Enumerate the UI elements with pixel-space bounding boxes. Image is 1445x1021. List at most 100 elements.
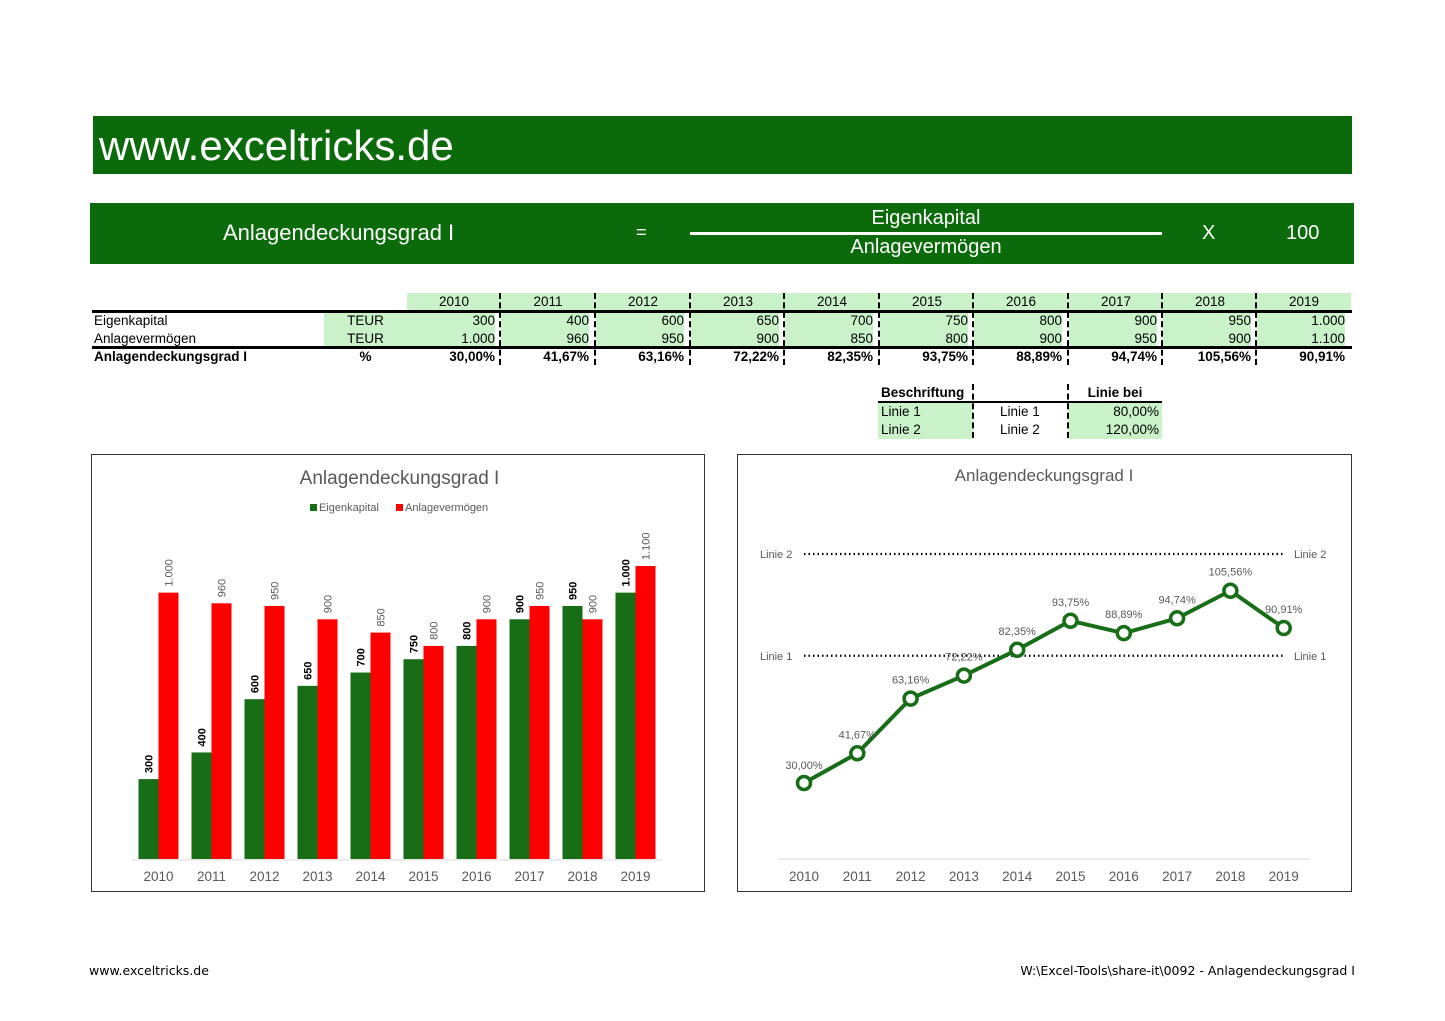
- row-unit: TEUR: [324, 312, 407, 330]
- data-point-marker: [955, 667, 973, 684]
- reference-line-label-right: Linie 2: [1294, 549, 1326, 561]
- point-data-label: 30,00%: [785, 760, 823, 772]
- bar-data-label: 900: [515, 595, 527, 613]
- line-chart: Anlagendeckungsgrad I Linie 1 Linie 1 Linie…: [760, 466, 1326, 884]
- legend-swatch: [310, 504, 317, 511]
- bar-anlagevermoegen: [635, 566, 656, 859]
- lines-rule: [878, 401, 1162, 403]
- table-cell: 90,91%: [1299, 349, 1345, 364]
- x-tick-label: 2014: [1002, 869, 1033, 884]
- x-tick-label: 2011: [843, 869, 872, 884]
- formula-name: Anlagendeckungsgrad I: [223, 220, 455, 245]
- year-header: 2011: [501, 293, 595, 311]
- bar-anlagevermoegen: [476, 619, 497, 859]
- lines-row-name: Linie 1: [878, 403, 973, 421]
- point-data-label: 88,89%: [1105, 609, 1143, 621]
- table-cell: 82,35%: [827, 349, 873, 364]
- year-header: 2017: [1069, 293, 1163, 311]
- bar-data-label: 900: [482, 595, 494, 613]
- row-label: Anlagendeckungsgrad I: [94, 349, 248, 364]
- bar-data-label: 400: [197, 728, 209, 746]
- data-point-marker: [902, 690, 919, 707]
- point-data-label: 63,16%: [892, 675, 930, 687]
- x-tick-label: 2012: [249, 869, 279, 884]
- table-cell: 41,67%: [543, 349, 589, 364]
- formula-bar: Anlagendeckungsgrad I = Eigenkapital Anl…: [90, 203, 1354, 264]
- bar-data-label: 700: [356, 648, 368, 666]
- bar-data-label: 1.000: [621, 559, 633, 587]
- bar-eigenkapital: [562, 605, 583, 859]
- site-banner-text: www.exceltricks.de: [99, 122, 454, 169]
- table-cell: 105,56%: [1197, 349, 1251, 364]
- lines-header-right: Linie bei: [1087, 385, 1143, 400]
- reference-line-label-left: Linie 2: [760, 549, 792, 561]
- column-separator: [1067, 293, 1069, 365]
- column-separator: [1161, 293, 1163, 365]
- bar-data-label: 800: [462, 622, 474, 640]
- x-tick-label: 2017: [514, 869, 544, 884]
- bar-data-label: 650: [303, 662, 315, 680]
- year-header: 2016: [974, 293, 1068, 311]
- legend-swatch: [396, 504, 403, 511]
- data-point-marker: [1115, 624, 1133, 642]
- table-cell: 900: [1069, 312, 1157, 330]
- data-point-marker: [1008, 641, 1026, 659]
- point-data-label: 41,67%: [839, 729, 877, 741]
- bar-data-label: 950: [568, 582, 580, 600]
- data-point-marker: [1222, 582, 1239, 599]
- year-header: 2018: [1163, 293, 1257, 311]
- point-data-label: 82,35%: [999, 626, 1037, 638]
- table-cell: 1.000: [407, 330, 495, 348]
- table-cell: 300: [407, 312, 495, 330]
- bar-anlagevermoegen: [423, 645, 444, 859]
- row-label: Anlagevermögen: [94, 331, 197, 346]
- data-point-marker: [1062, 612, 1079, 630]
- table-cell: 900: [691, 330, 779, 348]
- lines-separator: [972, 384, 974, 438]
- point-data-label: 94,74%: [1158, 594, 1196, 606]
- lines-row-value: 120,00%: [1068, 421, 1162, 439]
- point-data-label: 72,22%: [945, 652, 983, 664]
- table-cell: 1.000: [1257, 312, 1345, 330]
- table-cell: 900: [1163, 330, 1251, 348]
- bar-anlagevermoegen: [211, 603, 232, 859]
- bar-eigenkapital: [191, 752, 212, 859]
- bar-data-label: 850: [376, 608, 388, 626]
- column-separator: [972, 293, 974, 365]
- formula-denominator: Anlagevermögen: [850, 236, 1002, 258]
- data-point-marker: [1168, 610, 1186, 627]
- x-tick-label: 2019: [1269, 869, 1299, 884]
- table-cell: 72,22%: [733, 349, 779, 364]
- column-separator: [1255, 293, 1257, 365]
- table-cell: 960: [501, 330, 589, 348]
- site-banner: www.exceltricks.de: [93, 116, 1352, 174]
- data-point-marker: [1275, 619, 1292, 637]
- lines-row-value: 80,00%: [1068, 403, 1162, 421]
- chart-title: Anlagendeckungsgrad I: [300, 468, 500, 489]
- table-cell: 800: [974, 312, 1062, 330]
- table-cell: 800: [880, 330, 968, 348]
- bar-eigenkapital: [509, 619, 530, 859]
- bar-eigenkapital: [403, 659, 424, 859]
- bar-eigenkapital: [350, 672, 371, 859]
- row-unit: TEUR: [324, 330, 407, 348]
- year-header: 2019: [1257, 293, 1351, 311]
- bar-anlagevermoegen: [582, 619, 603, 859]
- bar-anlagevermoegen: [529, 605, 550, 859]
- table-rule-mid: [92, 346, 1352, 349]
- bar-eigenkapital: [456, 645, 477, 859]
- x-tick-label: 2013: [949, 869, 979, 884]
- formula-factor: 100: [1286, 222, 1320, 244]
- table-cell: 650: [691, 312, 779, 330]
- bar-anlagevermoegen: [370, 632, 391, 859]
- table-cell: 700: [785, 312, 873, 330]
- table-cell: 950: [596, 330, 684, 348]
- table-cell: 63,16%: [638, 349, 684, 364]
- table-cell: 400: [501, 312, 589, 330]
- table-cell: 1.100: [1257, 330, 1345, 348]
- x-tick-label: 2016: [1109, 869, 1139, 884]
- bar-data-label: 800: [429, 622, 441, 640]
- row-unit: %: [359, 349, 372, 364]
- bar-data-label: 1.000: [164, 559, 176, 587]
- x-tick-label: 2012: [896, 869, 926, 884]
